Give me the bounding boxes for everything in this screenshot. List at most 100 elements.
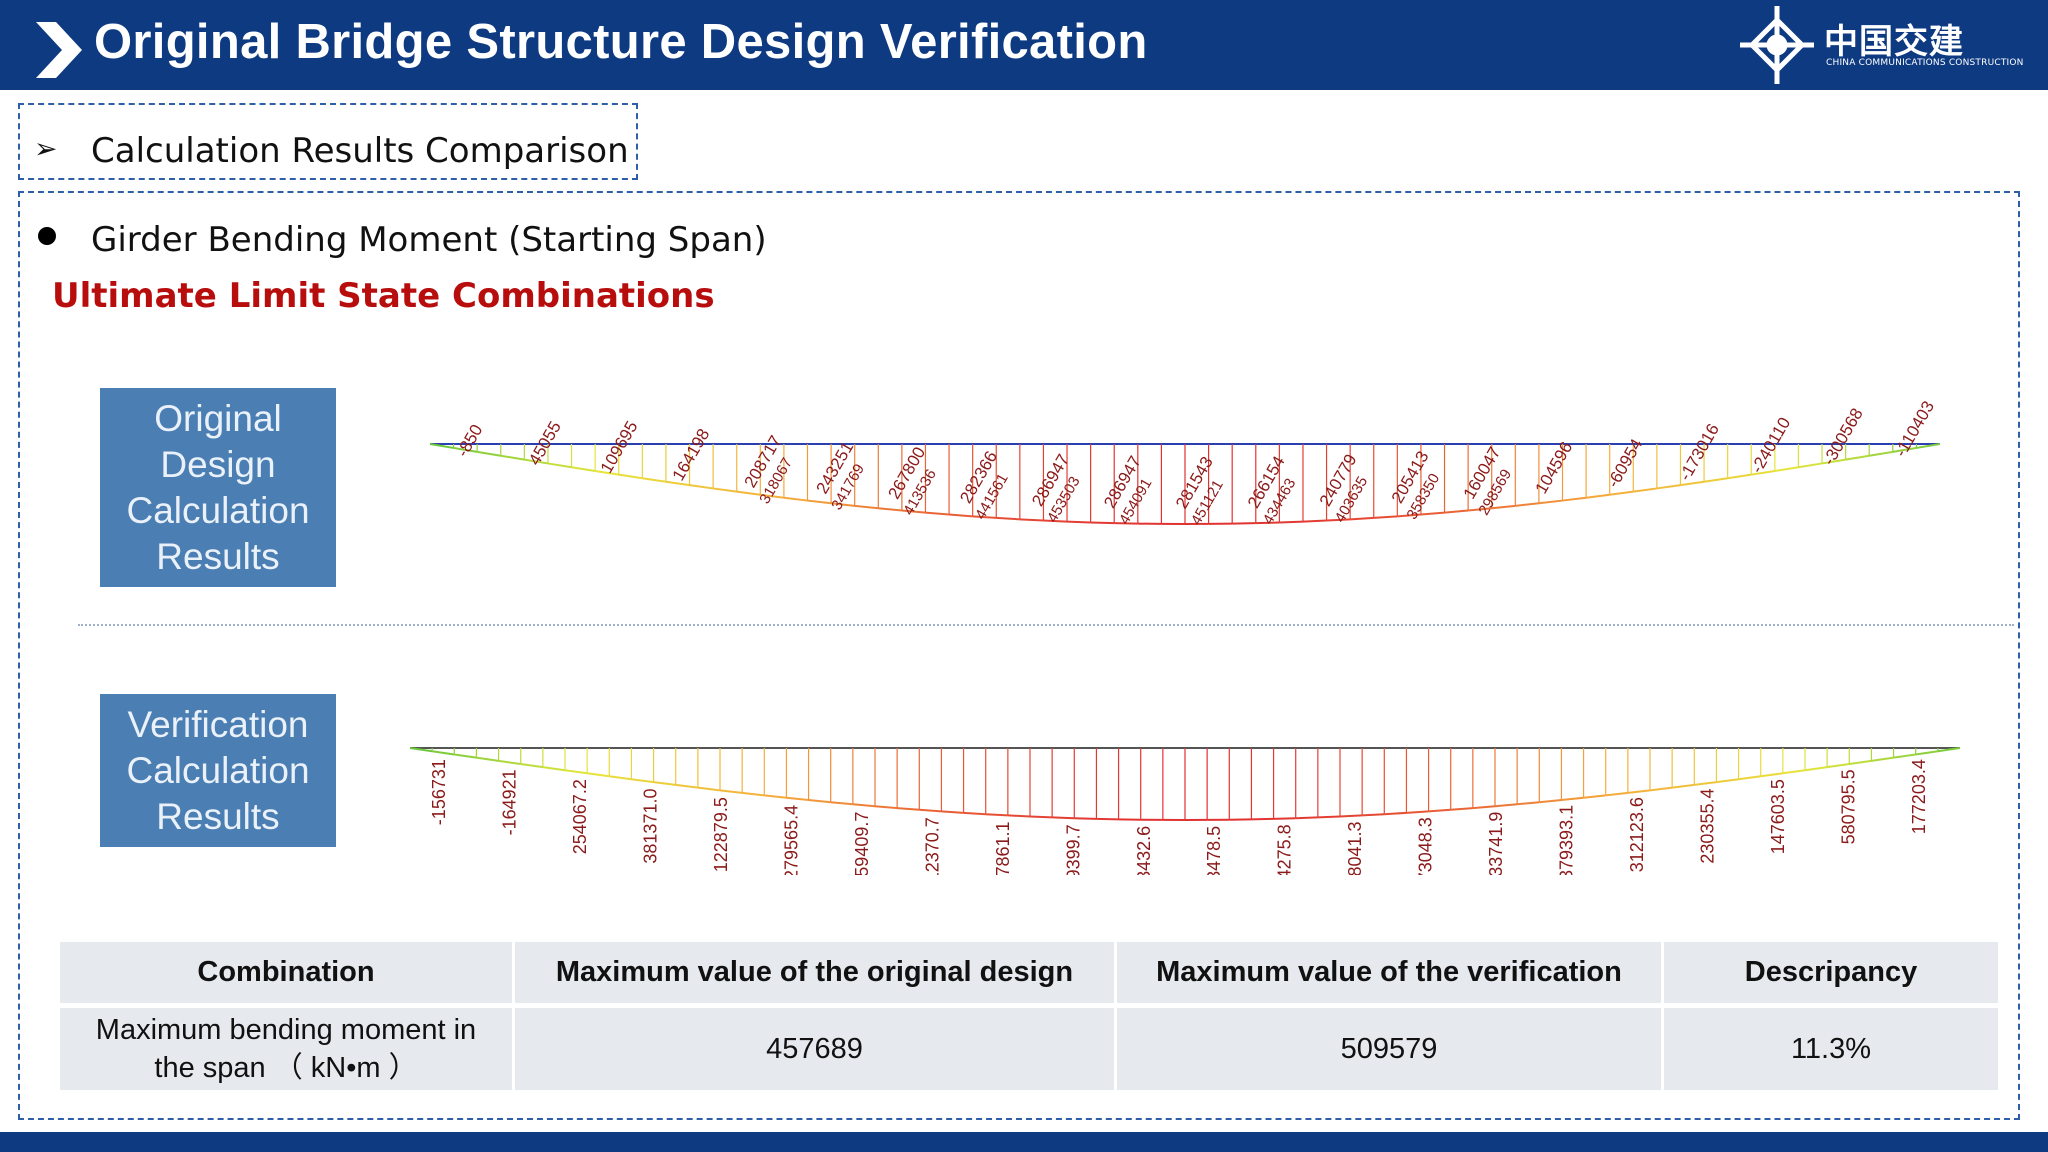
table-row: Maximum bending moment in the span （ kN•… bbox=[60, 1003, 1998, 1090]
moment-value-label: 147603.5 bbox=[1768, 779, 1788, 854]
moment-value-label: 177203.4 bbox=[1909, 759, 1929, 834]
moment-curve-segment bbox=[1583, 794, 1606, 799]
moment-curve-segment bbox=[697, 786, 721, 792]
page-title: Original Bridge Structure Design Verific… bbox=[94, 15, 1148, 69]
moment-curve-segment bbox=[1428, 808, 1451, 813]
moment-curve-segment bbox=[925, 511, 950, 516]
moment-curve-segment bbox=[1869, 450, 1893, 457]
header-bar: Original Bridge Structure Design Verific… bbox=[0, 0, 2048, 90]
moment-curve-segment bbox=[1019, 518, 1044, 522]
moment-curve-segment bbox=[542, 766, 566, 772]
moment-value-label: 498041.3 bbox=[1345, 821, 1365, 875]
moment-curve-segment bbox=[919, 808, 942, 813]
moment-value-label: 164198 bbox=[669, 425, 714, 484]
moment-curve-segment bbox=[1279, 520, 1304, 524]
moment-curve-segment bbox=[1052, 816, 1075, 820]
moment-curve-segment bbox=[786, 796, 809, 802]
moment-curve-segment bbox=[454, 753, 477, 759]
moment-curve-segment bbox=[1782, 769, 1806, 775]
moment-curve-segment bbox=[1384, 811, 1407, 816]
moment-curve-segment bbox=[830, 801, 853, 806]
moment-curve-segment bbox=[1798, 462, 1823, 469]
moment-curve-segment bbox=[1871, 756, 1894, 762]
moment-curve-segment bbox=[1804, 766, 1828, 772]
moment-curve-segment bbox=[1491, 504, 1516, 510]
moment-curve-segment bbox=[1561, 796, 1584, 802]
header-combination: Combination bbox=[60, 942, 515, 1003]
moment-value-label: 503478.5 bbox=[1204, 826, 1224, 875]
limit-state-heading: Ultimate Limit State Combinations bbox=[52, 276, 715, 316]
moment-curve-segment bbox=[1849, 759, 1872, 766]
moment-value-label: -156731 bbox=[429, 759, 449, 825]
moment-curve-segment bbox=[595, 469, 619, 476]
moment-curve-segment bbox=[1845, 454, 1870, 461]
moment-curve-segment bbox=[1672, 783, 1695, 789]
moment-curve-segment bbox=[1517, 801, 1540, 806]
moment-curve-segment bbox=[854, 504, 879, 510]
verification-bending-moment-diagram: -156731 -164921 254067.2 381371.0 122879.5 27… bbox=[409, 747, 1960, 875]
moment-curve-segment bbox=[1029, 815, 1053, 819]
moment-curve-segment bbox=[1633, 487, 1658, 493]
moment-value-label: 473048.3 bbox=[1416, 817, 1436, 875]
moment-curve-segment bbox=[1738, 775, 1761, 781]
moment-curve-segment bbox=[675, 783, 698, 789]
original-bending-moment-diagram: -850 45055 109695 164198 208717 243251 267800 2… bbox=[429, 398, 1941, 528]
moment-curve-segment bbox=[1727, 473, 1752, 480]
moment-curve-segment bbox=[1827, 763, 1850, 769]
cell-combination: Maximum bending moment in the span （ kN•… bbox=[60, 1003, 515, 1090]
cell-verification: 509579 bbox=[1117, 1003, 1664, 1090]
moment-curve-segment bbox=[1302, 519, 1327, 523]
moment-curve-segment bbox=[498, 759, 521, 766]
moment-curve-segment bbox=[1066, 520, 1091, 524]
moment-curve-segment bbox=[1317, 815, 1341, 819]
moment-curve-segment bbox=[1362, 813, 1385, 817]
moment-curve-segment bbox=[948, 513, 973, 518]
moment-value-label: 503432.6 bbox=[1134, 826, 1154, 875]
moment-curve-segment bbox=[1339, 814, 1363, 818]
moment-value-label: 359409.7 bbox=[852, 812, 872, 875]
moment-curve-segment bbox=[1760, 772, 1783, 778]
moment-value-label: -164921 bbox=[500, 769, 520, 835]
cell-original: 457689 bbox=[515, 1003, 1117, 1090]
moment-curve-segment bbox=[520, 763, 543, 769]
moment-curve-segment bbox=[1649, 786, 1673, 792]
moment-value-label: 504275.8 bbox=[1275, 824, 1295, 875]
moment-curve-segment bbox=[1074, 817, 1097, 820]
moment-curve-segment bbox=[1096, 817, 1119, 821]
moment-curve-segment bbox=[1255, 521, 1280, 525]
moment-curve-segment bbox=[1680, 480, 1705, 487]
moment-curve-segment bbox=[1937, 747, 1960, 753]
moment-curve-segment bbox=[972, 515, 997, 519]
section-title: Calculation Results Comparison bbox=[91, 131, 629, 171]
moment-curve-segment bbox=[1539, 799, 1562, 804]
moment-curve-segment bbox=[477, 450, 501, 457]
moment-curve-segment bbox=[1893, 753, 1916, 759]
table-header-row: Combination Maximum value of the origina… bbox=[60, 942, 1998, 1003]
moment-curve-segment bbox=[618, 473, 643, 480]
moment-curve-segment bbox=[808, 799, 831, 804]
bullet-dot-icon bbox=[38, 227, 56, 245]
moment-value-label: -110403 bbox=[1891, 398, 1938, 460]
logo-name: 中国交建 bbox=[1824, 22, 1964, 62]
header-verification: Maximum value of the verification bbox=[1117, 942, 1664, 1003]
moment-curve-segment bbox=[571, 466, 596, 472]
moment-value-label: 412370.7 bbox=[922, 817, 942, 875]
moment-curve-segment bbox=[897, 807, 920, 811]
moment-curve-segment bbox=[609, 775, 632, 781]
moment-curve-segment bbox=[1774, 466, 1799, 472]
moment-curve-segment bbox=[1656, 484, 1681, 490]
moment-curve-segment bbox=[1605, 791, 1628, 797]
moment-curve-segment bbox=[524, 458, 549, 465]
moment-curve-segment bbox=[429, 443, 454, 449]
moment-value-label: 230355.4 bbox=[1697, 789, 1717, 864]
moment-curve-segment bbox=[1350, 516, 1374, 521]
moment-value-label: 457861.1 bbox=[993, 821, 1013, 875]
moment-value-label: 279565.4 bbox=[782, 805, 802, 875]
cell-discrepancy: 11.3% bbox=[1664, 1003, 1998, 1090]
content-frame bbox=[18, 191, 2020, 1120]
moment-curve-segment bbox=[1515, 502, 1540, 507]
moment-curve-segment bbox=[712, 487, 737, 493]
moment-curve-segment bbox=[1468, 507, 1492, 512]
moment-curve-segment bbox=[1373, 515, 1398, 519]
moment-curve-segment bbox=[587, 772, 610, 778]
